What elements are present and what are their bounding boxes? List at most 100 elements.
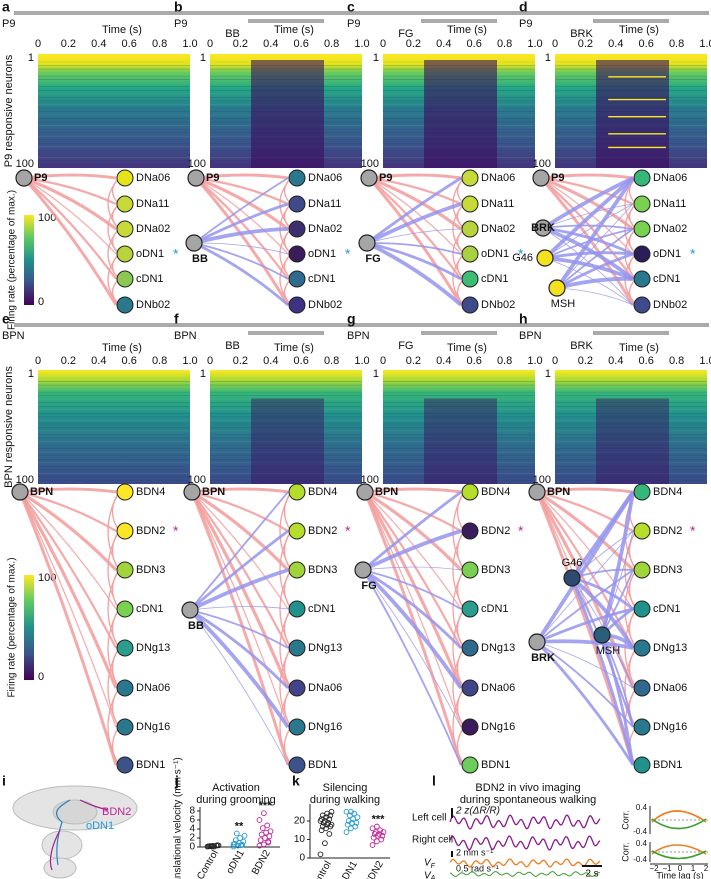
edge xyxy=(542,203,634,229)
scale-label: 2 z(ΔR/R) xyxy=(455,806,500,817)
input-node xyxy=(534,219,552,237)
panel-letter: i xyxy=(2,773,6,789)
x-axis-label: Time (s) xyxy=(102,24,142,36)
neuron-label: BDN4 xyxy=(308,486,337,498)
neuron-label: cDN1 xyxy=(481,273,509,285)
edge xyxy=(189,568,289,612)
neuron-label: cDN1 xyxy=(136,603,164,615)
input-label: BPN xyxy=(30,486,53,498)
neuron-node xyxy=(288,270,306,288)
neuron-node xyxy=(288,561,306,579)
edge xyxy=(536,569,634,643)
data-point xyxy=(230,841,237,848)
neuron-node xyxy=(461,600,479,618)
edge xyxy=(361,568,463,690)
panel-title: Activation xyxy=(212,782,260,794)
x-tick-label: 0.8 xyxy=(324,38,339,50)
panel-letter: k xyxy=(292,773,300,789)
vf-trace xyxy=(449,858,601,868)
edge xyxy=(570,577,635,766)
neuron-label: DNb02 xyxy=(136,299,170,311)
data-point xyxy=(265,838,272,845)
panel-letter: b xyxy=(174,0,183,15)
input-label: BPN xyxy=(202,486,225,498)
neuron-node xyxy=(116,561,134,579)
x-tick-label: 0 xyxy=(380,38,386,50)
neuron-label: DNg16 xyxy=(136,721,170,733)
edge xyxy=(195,177,289,280)
y-tick-label: 100 xyxy=(188,158,206,170)
network-edges xyxy=(366,173,465,307)
x-tick-label: 0 xyxy=(207,355,213,367)
colorbar xyxy=(24,575,34,680)
neuron-label: BDN4 xyxy=(136,486,165,498)
neuron-label: BDN4 xyxy=(481,486,510,498)
stimulus-response xyxy=(596,398,669,484)
neuron-node xyxy=(116,245,134,263)
neuron-label: DNa06 xyxy=(481,172,515,184)
x-tick-label: 1.0 xyxy=(354,355,369,367)
stimulus-bar xyxy=(531,11,709,15)
stimulus-label: BRK xyxy=(570,28,593,40)
neuron-node xyxy=(116,220,134,238)
data-point xyxy=(377,827,384,834)
stimulus-response xyxy=(251,398,324,484)
edge xyxy=(368,176,462,206)
data-point xyxy=(322,840,328,847)
input-node xyxy=(354,561,372,579)
edge xyxy=(556,203,634,289)
panel-letter: j xyxy=(174,773,179,789)
colorbar-tick: 0 xyxy=(38,671,44,683)
edge xyxy=(363,491,463,689)
edge xyxy=(188,608,290,729)
edge xyxy=(555,176,635,290)
x-tick-label: 0 xyxy=(552,355,558,367)
edge xyxy=(368,176,462,231)
stimulus-bar xyxy=(14,11,192,15)
data-point xyxy=(257,837,264,844)
edge xyxy=(556,252,634,290)
edge xyxy=(536,490,634,532)
network-edges xyxy=(361,487,465,766)
input-node xyxy=(183,483,201,501)
panel-letter: g xyxy=(347,311,356,327)
neuron-node xyxy=(633,195,651,213)
x-tick-label: BDN2 xyxy=(250,848,273,877)
neuron-node xyxy=(461,522,479,540)
neuron-label: DNa06 xyxy=(653,682,687,694)
edge xyxy=(19,491,117,728)
x-tick-label: BDN2 xyxy=(363,859,386,879)
y-tick-label: 100 xyxy=(533,158,551,170)
edge xyxy=(536,639,634,650)
edge xyxy=(195,176,289,231)
neuron-node xyxy=(288,522,306,540)
stimulus-bar xyxy=(186,323,364,327)
neuron-node xyxy=(461,270,479,288)
stimulus-response xyxy=(251,60,324,168)
edge xyxy=(193,177,289,244)
y-tick-label: 6 xyxy=(189,815,195,826)
edge xyxy=(193,242,289,280)
x-tick-label: 0.4 xyxy=(91,38,106,50)
x-tick-label: 1 xyxy=(691,864,696,873)
y-axis-label: Translational velocity (mm s⁻¹) xyxy=(173,757,184,879)
input-label: MSH xyxy=(551,298,576,310)
data-point xyxy=(352,823,359,830)
input-node xyxy=(532,169,550,187)
y-tick-label: 1 xyxy=(545,52,551,64)
neuron-label: DNg16 xyxy=(481,721,515,733)
x-tick-label: 1.0 xyxy=(527,355,542,367)
data-point xyxy=(238,842,245,849)
y-tick-label: 1 xyxy=(200,368,206,380)
neuron-node xyxy=(461,220,479,238)
x-tick-label: 0.8 xyxy=(669,355,684,367)
network-edges xyxy=(535,487,637,766)
colorbar-tick: 100 xyxy=(38,212,56,224)
edge xyxy=(364,487,462,494)
data-point xyxy=(261,810,267,817)
edge xyxy=(23,176,117,206)
neuron-label: oDN1 xyxy=(481,248,509,260)
edge xyxy=(366,176,462,245)
x-tick-label: 0.4 xyxy=(608,38,623,50)
edge xyxy=(364,491,462,610)
